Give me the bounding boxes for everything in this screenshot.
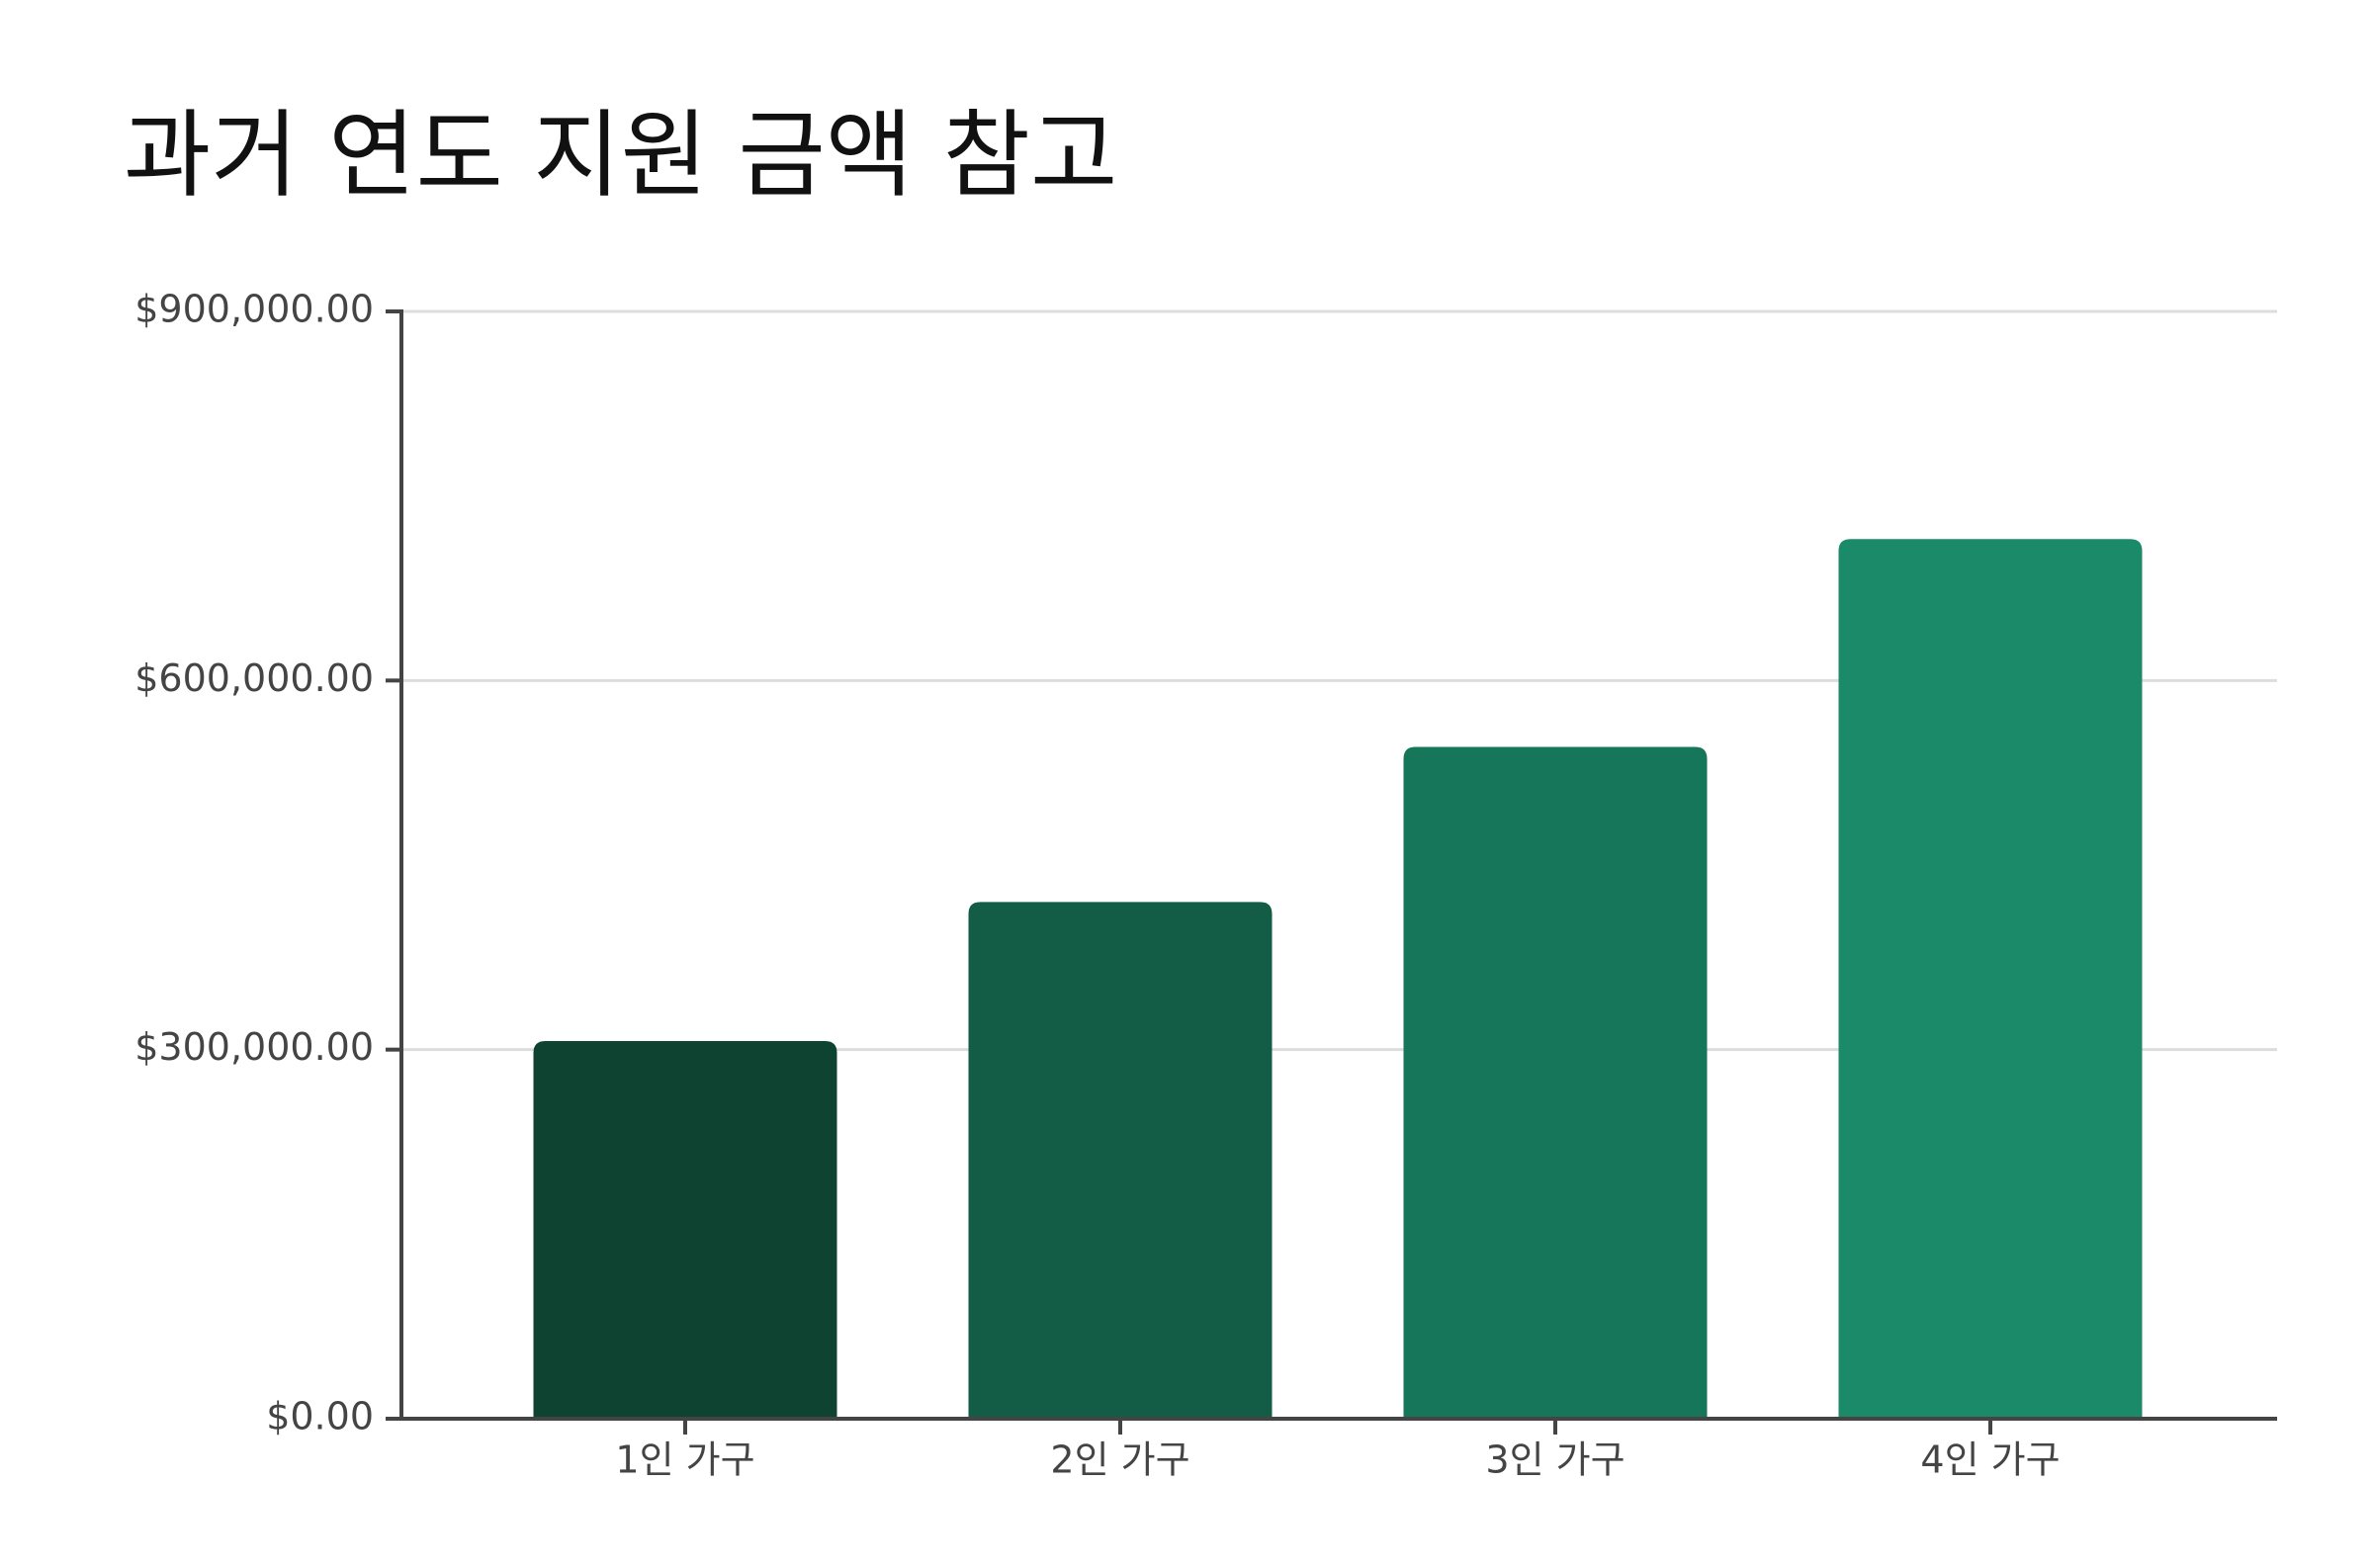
y-tick-label: $600,000.00 (134, 656, 374, 700)
x-tick-label: 2인 가구 (1050, 1438, 1189, 1482)
y-tick-label: $0.00 (266, 1395, 374, 1438)
bar (1838, 539, 2143, 1419)
x-tick-label: 1인 가구 (615, 1438, 754, 1482)
y-tick-label: $900,000.00 (134, 288, 374, 331)
bar (533, 1040, 837, 1419)
bar (1403, 746, 1708, 1419)
bar (968, 902, 1273, 1419)
y-tick-label: $300,000.00 (134, 1025, 374, 1069)
x-tick-label: 4인 가구 (1920, 1438, 2060, 1482)
chart-title: 과거 연도 지원 금액 참고 (124, 100, 1117, 211)
x-tick-label: 3인 가구 (1485, 1438, 1625, 1482)
